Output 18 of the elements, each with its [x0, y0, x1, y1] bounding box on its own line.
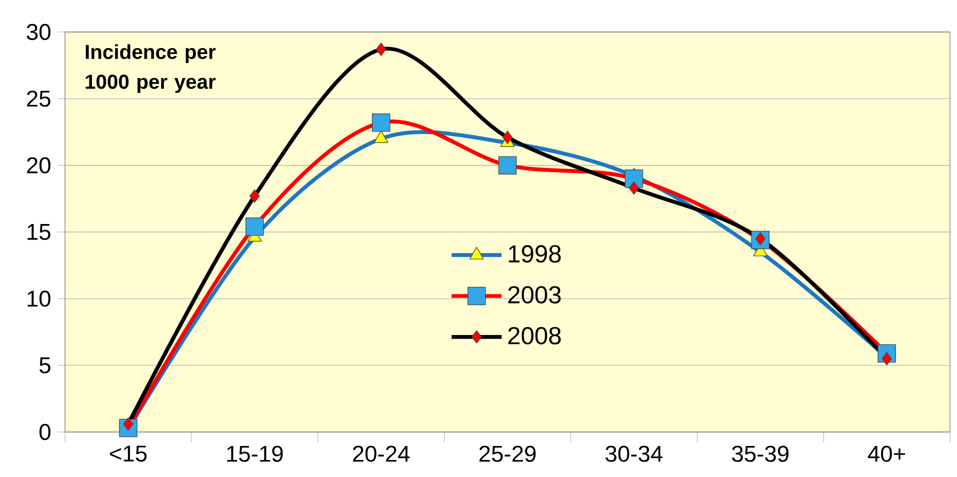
y-tick-label: 10	[28, 290, 50, 307]
y-tick-label: 30	[26, 24, 50, 40]
annotation: Incidence per 1000 per year	[86, 44, 216, 93]
y-tick-label: 25	[27, 90, 50, 107]
y-tick-label: 20	[27, 157, 50, 174]
x-tick-label: <15	[110, 446, 147, 462]
y-tick-label: 15	[28, 224, 50, 240]
legend-label: 1998	[508, 245, 561, 263]
y-tick-label: 5	[40, 357, 50, 374]
x-tick-label: 15-19	[227, 446, 283, 462]
x-tick-label: 35-39	[732, 446, 788, 462]
x-tick-label: 20-24	[353, 446, 410, 462]
x-tick-label: 25-29	[479, 446, 536, 462]
legend-label: 2008	[508, 326, 561, 344]
x-tick-label: 40+	[868, 446, 906, 462]
x-tick-label: 30-34	[606, 446, 662, 462]
legend-label: 2003	[508, 286, 561, 304]
y-tick-label: 0	[39, 424, 50, 440]
